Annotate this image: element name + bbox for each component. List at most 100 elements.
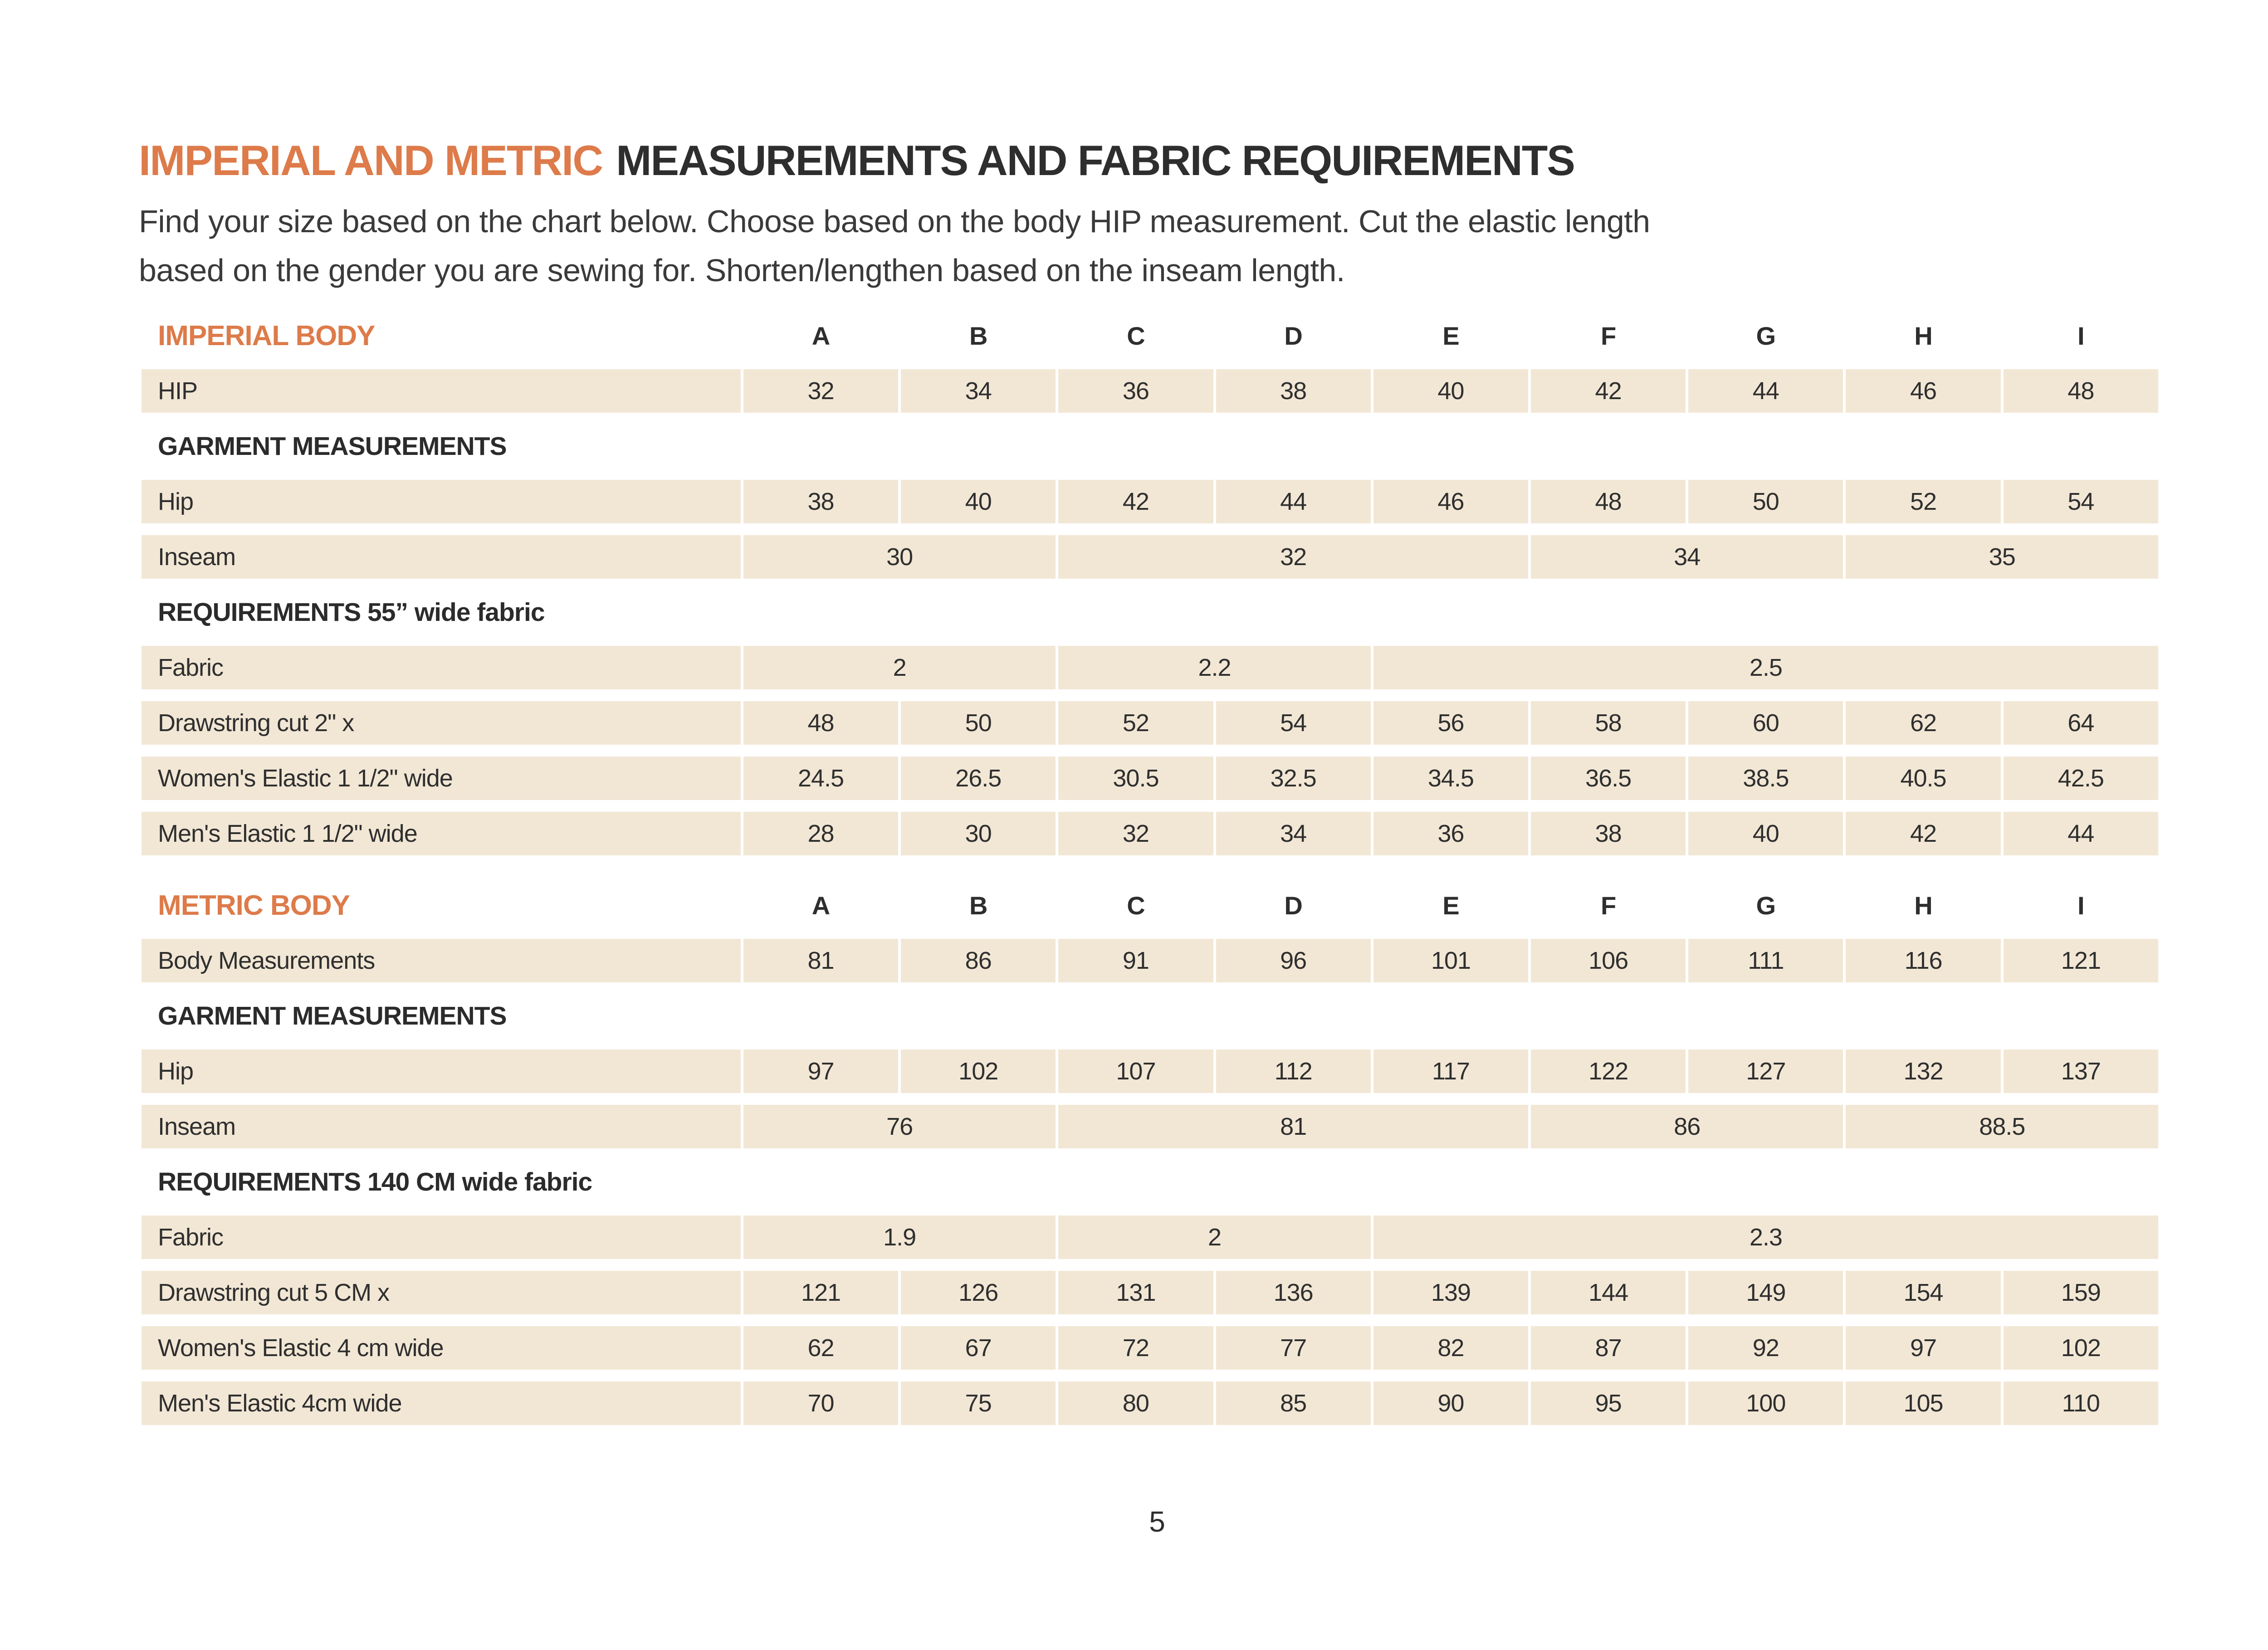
value-cell: 40.5 xyxy=(1846,757,2001,800)
value-cell: 82 xyxy=(1373,1326,1528,1370)
row-label: Hip xyxy=(142,480,741,523)
row-label: Body Measurements xyxy=(142,939,741,982)
row-label: Hip xyxy=(142,1050,741,1093)
column-letter: I xyxy=(2077,891,2085,920)
column-letter: E xyxy=(1442,891,1459,920)
value-cell: 2.5 xyxy=(1373,646,2158,689)
value-cell: 46 xyxy=(1373,480,1528,523)
table-row: Women's Elastic 1 1/2" wide 24.5 26.5 30.5 3… xyxy=(142,757,2158,800)
value-cell: 54 xyxy=(2003,480,2158,523)
page-number: 5 xyxy=(1149,1505,1165,1538)
value-cell: 2.2 xyxy=(1058,646,1371,689)
value-cell: 121 xyxy=(743,1271,899,1314)
section-row: GARMENT MEASUREMENTS xyxy=(142,425,2158,468)
column-letter: A xyxy=(811,321,830,350)
section-row: GARMENT MEASUREMENTS xyxy=(142,994,2158,1038)
section-heading: GARMENT MEASUREMENTS xyxy=(158,432,507,461)
value-cell: 30.5 xyxy=(1058,757,1213,800)
imperial-table-body: HIP 32 34 36 38 40 42 44 46 48 GARMENT MEASUREMENT… xyxy=(142,369,2158,855)
table-row: Fabric 1.9 2 2.3 xyxy=(142,1216,2158,1259)
value-cell: 80 xyxy=(1058,1382,1213,1425)
column-letter: G xyxy=(1756,321,1776,350)
row-label: Fabric xyxy=(142,646,741,689)
value-cell: 149 xyxy=(1688,1271,1843,1314)
value-cell: 97 xyxy=(1846,1326,2001,1370)
value-cell: 136 xyxy=(1216,1271,1371,1314)
column-letter: H xyxy=(1914,321,1932,350)
value-cell: 50 xyxy=(901,701,1056,745)
value-cell: 34 xyxy=(1216,812,1371,855)
value-cell: 28 xyxy=(743,812,899,855)
value-cell: 52 xyxy=(1846,480,2001,523)
value-cell: 56 xyxy=(1373,701,1528,745)
column-letter: E xyxy=(1442,321,1459,350)
section-heading: GARMENT MEASUREMENTS xyxy=(158,1001,507,1030)
row-label: HIP xyxy=(142,369,741,413)
section-row: REQUIREMENTS 55” wide fabric xyxy=(142,591,2158,634)
value-cell: 38.5 xyxy=(1688,757,1843,800)
value-cell: 44 xyxy=(2003,812,2158,855)
row-label: Women's Elastic 4 cm wide xyxy=(142,1326,741,1370)
intro-line-1: Find your size based on the chart below.… xyxy=(139,204,1650,239)
column-letter: C xyxy=(1127,321,1145,350)
value-cell: 127 xyxy=(1688,1050,1843,1093)
table-row: Inseam 76 81 86 88.5 xyxy=(142,1105,2158,1148)
column-letter: C xyxy=(1127,891,1145,920)
value-cell: 121 xyxy=(2003,939,2158,982)
value-cell: 159 xyxy=(2003,1271,2158,1314)
value-cell: 91 xyxy=(1058,939,1213,982)
column-letter: D xyxy=(1284,321,1302,350)
value-cell: 110 xyxy=(2003,1382,2158,1425)
value-cell: 2.3 xyxy=(1373,1216,2158,1259)
value-cell: 101 xyxy=(1373,939,1528,982)
value-cell: 44 xyxy=(1216,480,1371,523)
table-row: Body Measurements 81 86 91 96 101 106 111 116 121 xyxy=(142,939,2158,982)
value-cell: 70 xyxy=(743,1382,899,1425)
imperial-table-title: IMPERIAL BODY xyxy=(158,320,375,351)
value-cell: 24.5 xyxy=(743,757,899,800)
column-letter: F xyxy=(1600,321,1616,350)
title-main: MEASUREMENTS AND FABRIC REQUIREMENTS xyxy=(616,137,1575,184)
value-cell: 34 xyxy=(1530,535,1843,579)
value-cell: 35 xyxy=(1846,535,2158,579)
value-cell: 111 xyxy=(1688,939,1843,982)
table-row: Men's Elastic 4cm wide 70 75 80 85 90 95 100 105… xyxy=(142,1382,2158,1425)
value-cell: 97 xyxy=(743,1050,899,1093)
value-cell: 87 xyxy=(1530,1326,1686,1370)
value-cell: 60 xyxy=(1688,701,1843,745)
column-letter: B xyxy=(969,891,987,920)
table-row: HIP 32 34 36 38 40 42 44 46 48 xyxy=(142,369,2158,413)
column-letter: D xyxy=(1284,891,1302,920)
value-cell: 40 xyxy=(1688,812,1843,855)
value-cell: 137 xyxy=(2003,1050,2158,1093)
value-cell: 34 xyxy=(901,369,1056,413)
value-cell: 30 xyxy=(743,535,1056,579)
row-label: Men's Elastic 1 1/2" wide xyxy=(142,812,741,855)
value-cell: 132 xyxy=(1846,1050,2001,1093)
row-label: Inseam xyxy=(142,1105,741,1148)
value-cell: 62 xyxy=(1846,701,2001,745)
value-cell: 72 xyxy=(1058,1326,1213,1370)
intro-paragraph: Find your size based on the chart below.… xyxy=(139,197,2268,295)
value-cell: 48 xyxy=(743,701,899,745)
value-cell: 126 xyxy=(901,1271,1056,1314)
title-accent: IMPERIAL AND METRIC xyxy=(139,137,603,184)
value-cell: 81 xyxy=(1058,1105,1528,1148)
value-cell: 42 xyxy=(1530,369,1686,413)
value-cell: 100 xyxy=(1688,1382,1843,1425)
value-cell: 2 xyxy=(1058,1216,1371,1259)
row-label: Men's Elastic 4cm wide xyxy=(142,1382,741,1425)
value-cell: 144 xyxy=(1530,1271,1686,1314)
value-cell: 102 xyxy=(901,1050,1056,1093)
row-label: Drawstring cut 2" x xyxy=(142,701,741,745)
table-row: Drawstring cut 5 CM x 121 126 131 136 139 144 1… xyxy=(142,1271,2158,1314)
value-cell: 54 xyxy=(1216,701,1371,745)
column-letter: F xyxy=(1600,891,1616,920)
table-row: Inseam 30 32 34 35 xyxy=(142,535,2158,579)
value-cell: 42.5 xyxy=(2003,757,2158,800)
column-letter: I xyxy=(2077,321,2085,350)
table-row: Men's Elastic 1 1/2" wide 28 30 32 34 36 38 40 4… xyxy=(142,812,2158,855)
column-letter: B xyxy=(969,321,987,350)
